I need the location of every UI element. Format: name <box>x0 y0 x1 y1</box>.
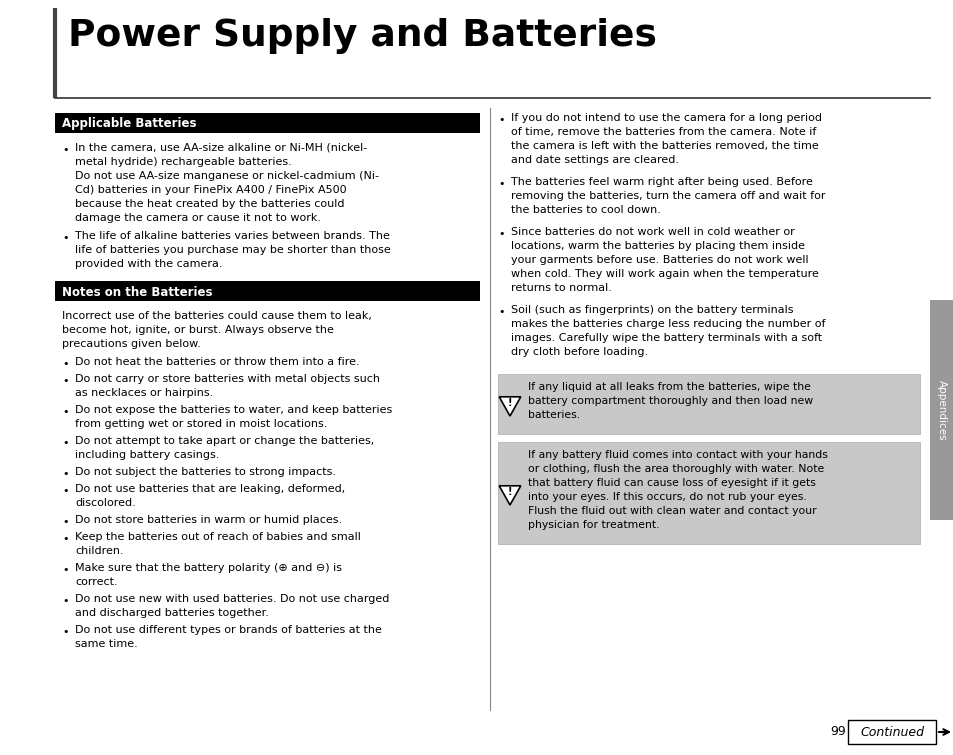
Text: •: • <box>497 179 504 189</box>
Text: •: • <box>497 229 504 239</box>
Text: children.: children. <box>75 546 124 556</box>
Text: Make sure that the battery polarity (⊕ and ⊖) is: Make sure that the battery polarity (⊕ a… <box>75 563 341 573</box>
Text: Flush the fluid out with clean water and contact your: Flush the fluid out with clean water and… <box>527 506 816 516</box>
Bar <box>847 720 935 744</box>
Text: •: • <box>62 534 69 544</box>
Text: •: • <box>62 407 69 417</box>
Text: metal hydride) rechargeable batteries.: metal hydride) rechargeable batteries. <box>75 157 292 167</box>
Text: Soil (such as fingerprints) on the battery terminals: Soil (such as fingerprints) on the batte… <box>511 305 793 315</box>
Text: locations, warm the batteries by placing them inside: locations, warm the batteries by placing… <box>511 241 804 251</box>
Text: Do not store batteries in warm or humid places.: Do not store batteries in warm or humid … <box>75 515 342 525</box>
Text: Keep the batteries out of reach of babies and small: Keep the batteries out of reach of babie… <box>75 532 360 542</box>
Text: batteries.: batteries. <box>527 410 579 420</box>
Text: •: • <box>62 517 69 527</box>
Text: that battery fluid can cause loss of eyesight if it gets: that battery fluid can cause loss of eye… <box>527 478 815 488</box>
Text: Do not subject the batteries to strong impacts.: Do not subject the batteries to strong i… <box>75 467 335 477</box>
Text: The life of alkaline batteries varies between brands. The: The life of alkaline batteries varies be… <box>75 231 390 241</box>
Bar <box>55 113 479 133</box>
Text: returns to normal.: returns to normal. <box>511 283 611 293</box>
Text: discolored.: discolored. <box>75 498 135 508</box>
Text: •: • <box>497 115 504 125</box>
Text: •: • <box>62 627 69 637</box>
Text: If you do not intend to use the camera for a long period: If you do not intend to use the camera f… <box>511 113 821 123</box>
Text: or clothing, flush the area thoroughly with water. Note: or clothing, flush the area thoroughly w… <box>527 464 823 474</box>
Text: Do not attempt to take apart or change the batteries,: Do not attempt to take apart or change t… <box>75 436 374 446</box>
Text: of time, remove the batteries from the camera. Note if: of time, remove the batteries from the c… <box>511 127 816 137</box>
Text: Do not heat the batteries or throw them into a fire.: Do not heat the batteries or throw them … <box>75 357 359 367</box>
Text: dry cloth before loading.: dry cloth before loading. <box>511 347 647 357</box>
Text: If any liquid at all leaks from the batteries, wipe the: If any liquid at all leaks from the batt… <box>527 382 810 392</box>
Text: If any battery fluid comes into contact with your hands: If any battery fluid comes into contact … <box>527 450 827 460</box>
Text: Do not use batteries that are leaking, deformed,: Do not use batteries that are leaking, d… <box>75 484 345 494</box>
Text: makes the batteries charge less reducing the number of: makes the batteries charge less reducing… <box>511 319 824 329</box>
Bar <box>55 281 479 301</box>
Text: •: • <box>62 438 69 448</box>
Text: Incorrect use of the batteries could cause them to leak,: Incorrect use of the batteries could cau… <box>62 311 372 321</box>
Text: from getting wet or stored in moist locations.: from getting wet or stored in moist loca… <box>75 419 327 429</box>
Text: Do not expose the batteries to water, and keep batteries: Do not expose the batteries to water, an… <box>75 405 392 415</box>
Text: !: ! <box>507 487 512 497</box>
Text: Do not use AA-size manganese or nickel-cadmium (Ni-: Do not use AA-size manganese or nickel-c… <box>75 171 378 181</box>
Text: Appendices: Appendices <box>936 380 946 440</box>
Text: images. Carefully wipe the battery terminals with a soft: images. Carefully wipe the battery termi… <box>511 333 821 343</box>
Text: provided with the camera.: provided with the camera. <box>75 259 222 269</box>
Text: !: ! <box>507 398 512 408</box>
Text: the camera is left with the batteries removed, the time: the camera is left with the batteries re… <box>511 141 818 151</box>
Text: become hot, ignite, or burst. Always observe the: become hot, ignite, or burst. Always obs… <box>62 325 334 335</box>
Text: •: • <box>62 469 69 479</box>
Text: and discharged batteries together.: and discharged batteries together. <box>75 608 269 618</box>
Text: when cold. They will work again when the temperature: when cold. They will work again when the… <box>511 269 818 279</box>
Text: Applicable Batteries: Applicable Batteries <box>62 118 196 131</box>
Text: battery compartment thoroughly and then load new: battery compartment thoroughly and then … <box>527 396 812 406</box>
Bar <box>497 442 919 544</box>
Text: and date settings are cleared.: and date settings are cleared. <box>511 155 679 165</box>
Bar <box>497 374 919 434</box>
Text: as necklaces or hairpins.: as necklaces or hairpins. <box>75 388 213 398</box>
Text: •: • <box>62 145 69 155</box>
Text: Cd) batteries in your FinePix A400 / FinePix A500: Cd) batteries in your FinePix A400 / Fin… <box>75 185 346 195</box>
Text: precautions given below.: precautions given below. <box>62 339 201 349</box>
Text: into your eyes. If this occurs, do not rub your eyes.: into your eyes. If this occurs, do not r… <box>527 492 806 502</box>
Text: •: • <box>497 307 504 317</box>
Polygon shape <box>498 485 520 505</box>
Text: the batteries to cool down.: the batteries to cool down. <box>511 205 660 215</box>
Text: •: • <box>62 486 69 496</box>
Text: Do not use new with used batteries. Do not use charged: Do not use new with used batteries. Do n… <box>75 594 389 604</box>
Polygon shape <box>498 397 520 416</box>
Text: The batteries feel warm right after being used. Before: The batteries feel warm right after bein… <box>511 177 812 187</box>
Text: Do not carry or store batteries with metal objects such: Do not carry or store batteries with met… <box>75 374 379 384</box>
Text: including battery casings.: including battery casings. <box>75 450 219 460</box>
Text: your garments before use. Batteries do not work well: your garments before use. Batteries do n… <box>511 255 808 265</box>
Text: Notes on the Batteries: Notes on the Batteries <box>62 285 213 298</box>
Text: Do not use different types or brands of batteries at the: Do not use different types or brands of … <box>75 625 381 635</box>
Text: life of batteries you purchase may be shorter than those: life of batteries you purchase may be sh… <box>75 245 391 255</box>
Text: Continued: Continued <box>859 726 923 738</box>
Text: •: • <box>62 233 69 243</box>
Text: physician for treatment.: physician for treatment. <box>527 520 659 530</box>
Text: 99: 99 <box>829 725 845 738</box>
Text: correct.: correct. <box>75 577 117 587</box>
Text: removing the batteries, turn the camera off and wait for: removing the batteries, turn the camera … <box>511 191 824 201</box>
Text: •: • <box>62 565 69 575</box>
Text: because the heat created by the batteries could: because the heat created by the batterie… <box>75 199 344 209</box>
Bar <box>929 300 953 520</box>
Text: •: • <box>62 376 69 386</box>
Text: Since batteries do not work well in cold weather or: Since batteries do not work well in cold… <box>511 227 794 237</box>
Text: Power Supply and Batteries: Power Supply and Batteries <box>68 18 657 54</box>
Text: •: • <box>62 596 69 606</box>
Text: In the camera, use AA-size alkaline or Ni-MH (nickel-: In the camera, use AA-size alkaline or N… <box>75 143 367 153</box>
Text: same time.: same time. <box>75 639 137 649</box>
Text: •: • <box>62 359 69 369</box>
Text: damage the camera or cause it not to work.: damage the camera or cause it not to wor… <box>75 213 320 223</box>
